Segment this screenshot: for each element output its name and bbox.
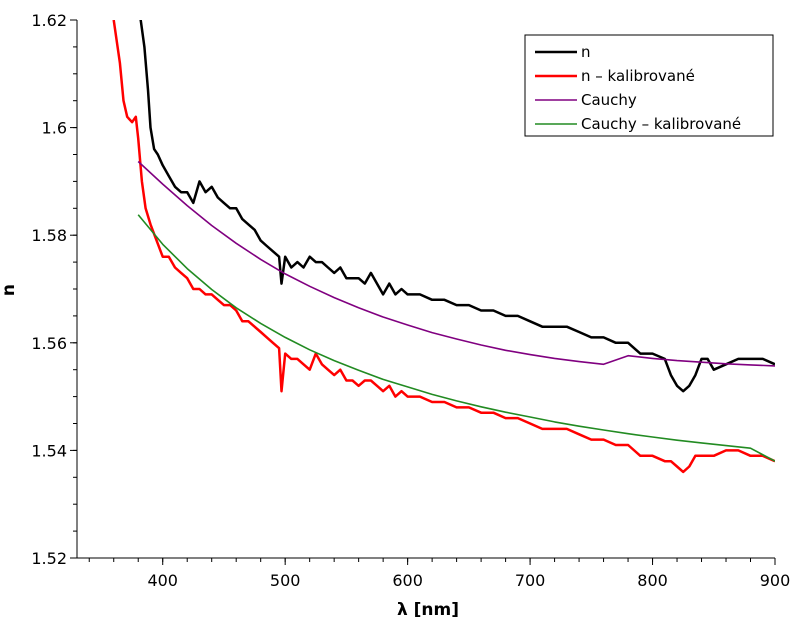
- y-tick-label: 1.56: [31, 334, 67, 353]
- axes-layer: 1.52 1.54 1.56 1.58 1.6 1.62 400 500 600 700 800 90…: [31, 11, 790, 590]
- legend-label-1: n: [581, 43, 591, 61]
- x-tick-label: 700: [515, 571, 546, 590]
- x-tick-label: 600: [392, 571, 423, 590]
- x-axis-title: λ [nm]: [397, 600, 459, 620]
- y-tick-label: 1.6: [42, 119, 67, 138]
- legend-label-3: Cauchy: [581, 91, 637, 109]
- legend-label-4: Cauchy – kalibrované: [581, 115, 741, 133]
- y-tick-label: 1.54: [31, 441, 67, 460]
- x-tick-label: 800: [637, 571, 668, 590]
- y-tick-label: 1.52: [31, 549, 67, 568]
- x-tick-label: 500: [270, 571, 301, 590]
- series-line-3: [137, 160, 775, 367]
- series-line-1: [139, 20, 775, 393]
- y-axis-title: n: [0, 284, 19, 296]
- series-line-2: [112, 20, 775, 474]
- x-tick-label: 900: [760, 571, 791, 590]
- series-layer: [112, 20, 775, 474]
- x-tick-label: 400: [147, 571, 178, 590]
- legend-label-2: n – kalibrované: [581, 67, 695, 85]
- y-tick-label: 1.62: [31, 11, 67, 30]
- legend: n n – kalibrované Cauchy Cauchy – kalibrova…: [524, 34, 774, 137]
- y-tick-label: 1.58: [31, 226, 67, 245]
- series-line-4: [137, 214, 775, 462]
